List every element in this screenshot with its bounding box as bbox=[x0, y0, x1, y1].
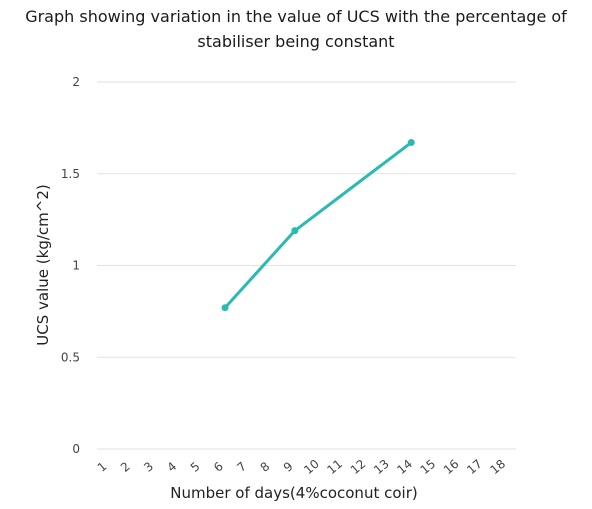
x-tick-label: 3 bbox=[141, 459, 156, 475]
chart-title: Graph showing variation in the value of … bbox=[0, 4, 592, 54]
x-tick-label: 8 bbox=[258, 459, 273, 475]
x-tick-label: 5 bbox=[188, 459, 203, 475]
chart-title-line-1: Graph showing variation in the value of … bbox=[25, 7, 567, 26]
y-tick-label: 0.5 bbox=[61, 350, 80, 364]
x-tick-label: 17 bbox=[464, 457, 485, 478]
y-axis-ticks: 0 0.5 1 1.5 2 bbox=[61, 75, 80, 456]
y-tick-label: 0 bbox=[72, 442, 80, 456]
x-tick-label: 16 bbox=[441, 457, 462, 478]
y-tick-label: 1 bbox=[72, 259, 80, 273]
x-tick-label: 4 bbox=[164, 459, 179, 475]
x-tick-label: 12 bbox=[348, 457, 369, 478]
y-tick-label: 2 bbox=[72, 75, 80, 89]
x-axis-ticks: 1 2 3 4 5 6 7 8 9 10 11 12 13 14 15 16 17 18 bbox=[95, 457, 509, 478]
gridlines bbox=[97, 81, 516, 450]
x-tick-label: 14 bbox=[394, 457, 415, 478]
series-line bbox=[223, 141, 413, 310]
series-group bbox=[221, 139, 415, 312]
y-axis-label: UCS value (kg/cm^2) bbox=[34, 184, 52, 345]
x-tick-label: 10 bbox=[301, 457, 322, 478]
data-point bbox=[221, 304, 229, 312]
data-point bbox=[291, 227, 299, 235]
x-tick-label: 18 bbox=[487, 457, 508, 478]
x-tick-label: 1 bbox=[95, 459, 110, 475]
data-point bbox=[407, 139, 415, 147]
x-tick-label: 9 bbox=[281, 459, 296, 475]
x-tick-label: 7 bbox=[234, 459, 249, 475]
x-tick-label: 6 bbox=[211, 459, 226, 475]
chart-title-line-2: stabiliser being constant bbox=[197, 32, 395, 51]
x-tick-label: 15 bbox=[418, 457, 439, 478]
x-tick-label: 13 bbox=[371, 457, 392, 478]
x-tick-label: 2 bbox=[118, 459, 133, 475]
x-axis-label: Number of days(4%coconut coir) bbox=[170, 484, 417, 502]
x-tick-label: 11 bbox=[324, 457, 345, 478]
y-tick-label: 1.5 bbox=[61, 167, 80, 181]
